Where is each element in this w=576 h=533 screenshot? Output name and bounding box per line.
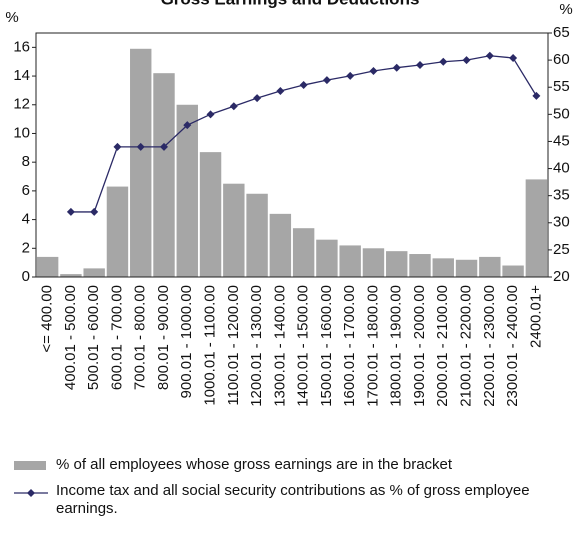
y-tick-label: 6 bbox=[22, 182, 30, 199]
x-tick-label: 1000.01 - 1100.00 bbox=[202, 285, 219, 406]
y-tick-label: 12 bbox=[13, 96, 30, 113]
y2-tick-label: 50 bbox=[553, 105, 570, 122]
y2-tick-label: 45 bbox=[553, 132, 570, 149]
bar bbox=[292, 228, 315, 277]
bar bbox=[502, 265, 524, 277]
line-marker bbox=[229, 102, 238, 111]
bar bbox=[362, 248, 385, 277]
bar bbox=[176, 104, 198, 277]
y2-tick-label: 60 bbox=[553, 51, 570, 68]
x-tick-label: 900.01 - 1000.00 bbox=[178, 285, 195, 398]
legend-key bbox=[14, 461, 46, 470]
legend: % of all employees whose gross earnings … bbox=[0, 456, 576, 526]
y2-axis-label: % bbox=[559, 1, 572, 18]
bar bbox=[339, 245, 361, 277]
line-marker bbox=[369, 66, 378, 75]
legend-label: Income tax and all social security contr… bbox=[56, 482, 530, 517]
line-marker bbox=[439, 57, 448, 66]
bar bbox=[153, 73, 175, 277]
line-marker bbox=[90, 207, 99, 216]
x-tick-label: 400.01 - 500.00 bbox=[62, 285, 79, 390]
bar bbox=[106, 186, 129, 277]
x-tick-label: 2000.01 - 2100.00 bbox=[434, 285, 451, 407]
x-tick-label: 1400.01 - 1500.00 bbox=[295, 285, 312, 407]
bar bbox=[223, 183, 245, 277]
plot-frame bbox=[35, 32, 549, 278]
y2-tick-label: 30 bbox=[553, 214, 570, 231]
line-marker bbox=[66, 207, 75, 216]
y2-tick-label: 25 bbox=[553, 241, 570, 258]
y-tick-label: 16 bbox=[13, 38, 30, 55]
line-marker bbox=[532, 91, 541, 100]
x-tick-label: 1600.01 - 1700.00 bbox=[341, 285, 358, 407]
x-tick-label: 500.01 - 600.00 bbox=[85, 285, 102, 390]
y-tick-label: 0 bbox=[22, 268, 30, 285]
y2-tick-label: 65 bbox=[553, 24, 570, 41]
x-tick-label: 1200.01 - 1300.00 bbox=[248, 285, 265, 407]
bar bbox=[246, 193, 268, 277]
line-marker bbox=[183, 121, 192, 130]
y-tick-label: 4 bbox=[22, 211, 30, 228]
line-marker bbox=[485, 51, 494, 60]
bar bbox=[455, 259, 478, 277]
x-tick-label: 2400.01+ bbox=[527, 285, 544, 348]
line-marker bbox=[322, 76, 331, 85]
chart: Gross Earnings and Deductions % % 0 2 4 6 8 1… bbox=[5, 0, 572, 407]
bar bbox=[36, 256, 59, 277]
x-tick-label: 1300.01 - 1400.00 bbox=[271, 285, 288, 407]
line-marker bbox=[206, 110, 215, 119]
bar bbox=[60, 274, 82, 277]
line-marker bbox=[136, 142, 145, 151]
x-tick-label: 600.01 - 700.00 bbox=[108, 285, 125, 390]
legend-item: % of all employees whose gross earnings … bbox=[0, 456, 571, 474]
bar bbox=[479, 256, 501, 277]
x-tick-label: 700.01 - 800.00 bbox=[132, 285, 149, 390]
y2-tick-label: 20 bbox=[553, 268, 570, 285]
x-tick-label: 1100.01 - 1200.00 bbox=[225, 285, 242, 406]
y2-tick-label: 55 bbox=[553, 78, 570, 95]
line-marker bbox=[392, 63, 401, 72]
line-marker bbox=[346, 71, 355, 80]
bar bbox=[130, 48, 152, 277]
x-tick-label: 1800.01 - 1900.00 bbox=[388, 285, 405, 407]
legend-label: % of all employees whose gross earnings … bbox=[56, 456, 453, 473]
y-axis-label: % bbox=[5, 9, 18, 26]
bar bbox=[269, 213, 292, 277]
line-marker bbox=[416, 60, 424, 69]
bar bbox=[316, 239, 338, 277]
y-tick-label: 10 bbox=[13, 124, 30, 141]
line-marker bbox=[253, 94, 262, 103]
line-marker bbox=[160, 142, 168, 151]
bar bbox=[83, 268, 105, 277]
y-tick-label: 2 bbox=[22, 239, 30, 256]
x-tick-label: 1700.01 - 1800.00 bbox=[364, 285, 381, 407]
x-tick-label: 2100.01 - 2200.00 bbox=[458, 285, 475, 407]
bar bbox=[409, 254, 431, 277]
x-tick-label: 800.01 - 900.00 bbox=[155, 285, 172, 390]
y2-tick-label: 35 bbox=[553, 187, 570, 204]
y-tick-label: 14 bbox=[13, 67, 30, 84]
bar bbox=[432, 258, 454, 277]
line-marker bbox=[113, 142, 122, 151]
line-marker bbox=[276, 87, 285, 96]
y-tick-label: 8 bbox=[22, 153, 30, 170]
chart-title: Gross Earnings and Deductions bbox=[161, 0, 420, 8]
y2-tick-label: 40 bbox=[553, 160, 570, 177]
bar bbox=[199, 152, 222, 277]
line-marker bbox=[509, 53, 518, 62]
legend-key bbox=[14, 489, 48, 497]
x-tick-label: 1500.01 - 1600.00 bbox=[318, 285, 335, 407]
bar bbox=[386, 251, 408, 277]
x-tick-label: 1900.01 - 2000.00 bbox=[411, 285, 428, 407]
line-marker bbox=[299, 81, 308, 90]
bar bbox=[525, 179, 548, 277]
legend-item: Income tax and all social security contr… bbox=[0, 482, 571, 518]
x-tick-label: <= 400.00 bbox=[39, 285, 56, 353]
x-tick-label: 2300.01 - 2400.00 bbox=[504, 285, 521, 407]
line-marker bbox=[462, 56, 471, 65]
x-tick-label: 2200.01 - 2300.00 bbox=[481, 285, 498, 407]
